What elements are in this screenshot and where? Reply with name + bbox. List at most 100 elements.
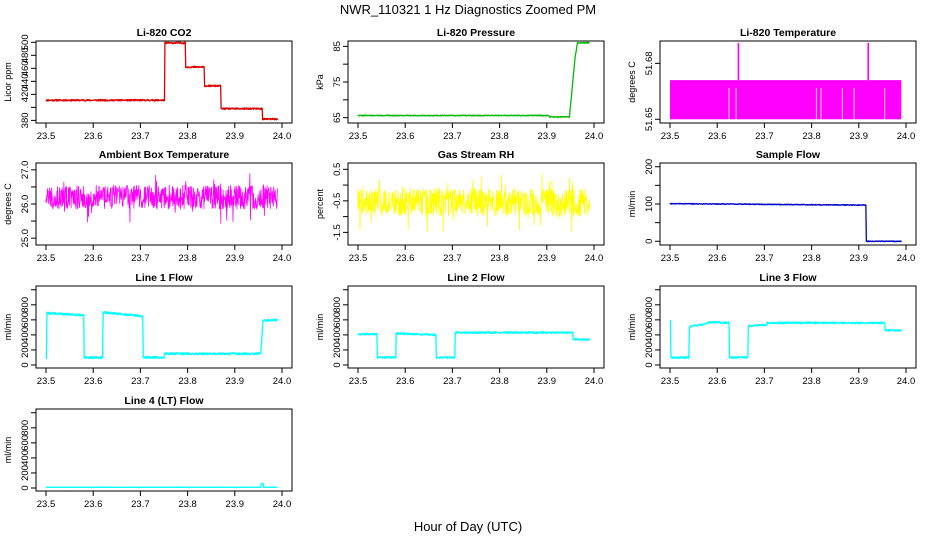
series-line bbox=[669, 319, 902, 360]
y-axis-label: degrees C bbox=[627, 61, 637, 103]
series-line bbox=[45, 41, 278, 121]
x-tick-label: 23.5 bbox=[349, 131, 368, 142]
y-tick-label: 85 bbox=[332, 41, 343, 52]
series-line bbox=[357, 331, 590, 360]
panel-2: Li-820 Temperature 23.5 23.6 23.7 23.8 23.9 24… bbox=[627, 27, 917, 142]
series-line bbox=[669, 202, 902, 243]
plot-frame bbox=[347, 40, 605, 124]
x-tick-label: 24.0 bbox=[897, 131, 916, 142]
x-tick-label: 23.7 bbox=[443, 253, 462, 264]
x-tick-label: 23.5 bbox=[661, 376, 680, 387]
x-tick-label: 23.8 bbox=[178, 499, 197, 510]
x-tick-label: 23.8 bbox=[178, 131, 197, 142]
x-tick-label: 23.6 bbox=[84, 376, 103, 387]
x-tick-label: 23.8 bbox=[802, 376, 821, 387]
x-tick-label: 23.7 bbox=[131, 131, 150, 142]
y-tick-label: 480 bbox=[20, 47, 31, 63]
y-tick-label: 65 bbox=[332, 112, 343, 123]
y-tick-label: 200 bbox=[20, 342, 31, 358]
x-tick-label: 23.7 bbox=[755, 253, 774, 264]
temperature-fill bbox=[670, 80, 902, 120]
y-tick-label: 25.0 bbox=[20, 229, 31, 248]
x-tick-label: 23.8 bbox=[490, 253, 509, 264]
y-tick-label: 0 bbox=[644, 239, 655, 244]
x-tick-label: 23.5 bbox=[349, 253, 368, 264]
panel-title: Sample Flow bbox=[756, 149, 821, 161]
y-tick-label: 600 bbox=[332, 312, 343, 328]
x-tick-label: 23.6 bbox=[84, 253, 103, 264]
y-tick-label: 75 bbox=[332, 77, 343, 88]
x-tick-label: 24.0 bbox=[585, 376, 604, 387]
x-tick-label: 23.6 bbox=[708, 253, 727, 264]
series-line bbox=[45, 173, 278, 224]
y-tick-label: 400 bbox=[20, 327, 31, 343]
x-tick-label: 23.5 bbox=[37, 253, 56, 264]
x-tick-label: 23.9 bbox=[226, 131, 245, 142]
y-tick-label: 500 bbox=[20, 34, 31, 50]
x-tick-label: 24.0 bbox=[273, 131, 292, 142]
y-axis-label: ml/min bbox=[3, 437, 13, 464]
y-tick-label: 800 bbox=[332, 297, 343, 313]
x-tick-label: 24.0 bbox=[897, 253, 916, 264]
panel-title: Line 1 Flow bbox=[135, 272, 193, 284]
y-tick-label: 380 bbox=[20, 112, 31, 128]
x-tick-label: 23.6 bbox=[84, 499, 103, 510]
x-tick-label: 24.0 bbox=[273, 253, 292, 264]
x-tick-label: 23.9 bbox=[226, 376, 245, 387]
panel-3: Ambient Box Temperature 23.5 23.6 23.7 23.8 2… bbox=[3, 149, 293, 264]
y-axis-label: degrees C bbox=[3, 183, 13, 225]
plot-frame bbox=[659, 40, 917, 124]
x-tick-label: 23.5 bbox=[37, 376, 56, 387]
y-tick-label: 27.0 bbox=[20, 161, 31, 180]
x-tick-label: 23.9 bbox=[850, 376, 869, 387]
x-tick-label: 23.9 bbox=[538, 131, 557, 142]
y-tick-label: 0 bbox=[332, 362, 343, 367]
x-tick-label: 23.9 bbox=[850, 253, 869, 264]
y-tick-label: 600 bbox=[644, 312, 655, 328]
x-tick-label: 23.6 bbox=[396, 376, 415, 387]
x-tick-label: 23.8 bbox=[178, 376, 197, 387]
panel-title: Li-820 CO2 bbox=[137, 27, 192, 39]
x-tick-label: 23.6 bbox=[396, 131, 415, 142]
y-axis-label: ml/min bbox=[315, 314, 325, 341]
y-tick-label: 600 bbox=[20, 435, 31, 451]
panel-4: Gas Stream RH 23.5 23.6 23.7 23.8 23.9 24.0 -1.… bbox=[315, 149, 605, 264]
x-tick-label: 23.5 bbox=[37, 499, 56, 510]
x-tick-label: 23.7 bbox=[755, 131, 774, 142]
panel-title: Ambient Box Temperature bbox=[99, 149, 230, 161]
panel-title: Line 3 Flow bbox=[759, 272, 817, 284]
y-tick-label: 600 bbox=[20, 312, 31, 328]
panel-title: Line 4 (LT) Flow bbox=[124, 395, 204, 407]
x-tick-label: 23.8 bbox=[490, 376, 509, 387]
y-tick-label: 200 bbox=[644, 342, 655, 358]
panel-6: Line 1 Flow 23.5 23.6 23.7 23.8 23.9 24.0 0 2004… bbox=[3, 272, 293, 387]
panel-9: Line 4 (LT) Flow 23.5 23.6 23.7 23.8 23.9 24.0… bbox=[3, 395, 293, 510]
x-tick-label: 24.0 bbox=[273, 376, 292, 387]
x-tick-label: 23.8 bbox=[490, 131, 509, 142]
x-tick-label: 23.7 bbox=[131, 376, 150, 387]
panel-1: Li-820 Pressure 23.5 23.6 23.7 23.8 23.9 24.0 6… bbox=[315, 27, 605, 142]
y-axis-label: Licor ppm bbox=[3, 62, 13, 102]
x-tick-label: 23.9 bbox=[226, 253, 245, 264]
y-tick-label: 460 bbox=[20, 60, 31, 76]
panel-title: Line 2 Flow bbox=[447, 272, 505, 284]
y-tick-label: 200 bbox=[644, 159, 655, 175]
y-tick-label: 26.0 bbox=[20, 195, 31, 214]
x-tick-label: 23.7 bbox=[131, 253, 150, 264]
x-tick-label: 23.8 bbox=[802, 253, 821, 264]
y-tick-label: 200 bbox=[20, 465, 31, 481]
y-tick-label: 0 bbox=[20, 485, 31, 490]
x-tick-label: 23.9 bbox=[850, 131, 869, 142]
y-tick-label: 800 bbox=[644, 297, 655, 313]
x-tick-label: 23.6 bbox=[84, 131, 103, 142]
y-tick-label: 0 bbox=[644, 362, 655, 367]
panel-5: Sample Flow 23.5 23.6 23.7 23.8 23.9 24.0 0 100 2… bbox=[627, 149, 917, 264]
series-line bbox=[357, 41, 590, 119]
x-tick-label: 23.5 bbox=[37, 131, 56, 142]
y-axis-label: ml/min bbox=[627, 191, 637, 218]
y-tick-label: 440 bbox=[20, 73, 31, 89]
plot-frame bbox=[35, 285, 293, 369]
x-tick-label: 23.5 bbox=[661, 253, 680, 264]
x-tick-label: 23.5 bbox=[661, 131, 680, 142]
y-tick-label: 51.65 bbox=[644, 107, 655, 131]
